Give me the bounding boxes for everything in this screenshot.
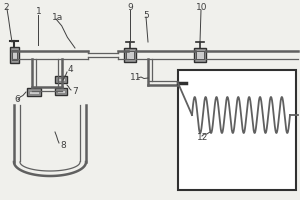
Bar <box>29 91 39 94</box>
Text: 11: 11 <box>130 73 142 82</box>
Text: 1a: 1a <box>52 12 63 21</box>
Bar <box>55 76 67 83</box>
Bar <box>55 88 67 95</box>
Bar <box>194 48 206 62</box>
Text: 6: 6 <box>14 96 20 104</box>
Bar <box>124 48 136 62</box>
Text: 4: 4 <box>68 66 74 74</box>
Bar <box>126 51 134 59</box>
Bar <box>178 70 296 190</box>
Bar <box>12 50 17 60</box>
Text: 1: 1 <box>36 7 42 17</box>
Bar <box>10 47 19 63</box>
Text: 8: 8 <box>60 140 66 150</box>
Bar <box>57 78 65 81</box>
Text: 2: 2 <box>3 2 9 11</box>
Text: 9: 9 <box>127 3 133 12</box>
Text: 7: 7 <box>72 88 78 97</box>
Bar <box>27 88 41 96</box>
Bar <box>57 90 65 93</box>
Text: 10: 10 <box>196 3 208 12</box>
Bar <box>196 51 204 59</box>
Text: 5: 5 <box>143 10 149 20</box>
Text: 12: 12 <box>197 134 208 142</box>
